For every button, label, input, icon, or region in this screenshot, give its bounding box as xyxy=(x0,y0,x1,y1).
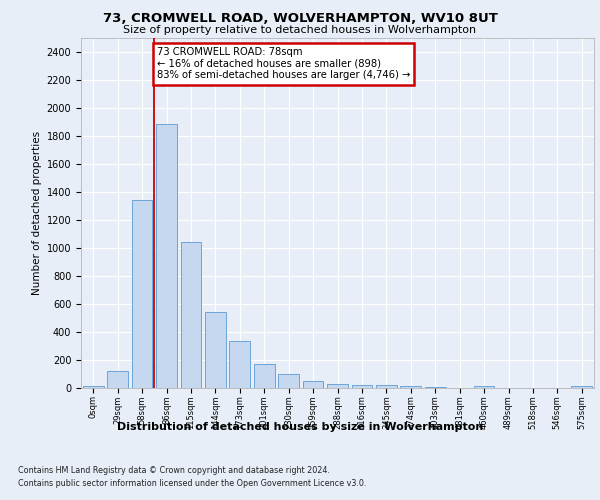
Bar xyxy=(278,374,299,388)
Bar xyxy=(181,242,202,388)
Bar xyxy=(352,384,373,388)
Text: 73 CROMWELL ROAD: 78sqm
← 16% of detached houses are smaller (898)
83% of semi-d: 73 CROMWELL ROAD: 78sqm ← 16% of detache… xyxy=(157,48,410,80)
Bar xyxy=(131,200,152,388)
Text: Size of property relative to detached houses in Wolverhampton: Size of property relative to detached ho… xyxy=(124,25,476,35)
Bar xyxy=(107,370,128,388)
Bar xyxy=(205,312,226,388)
Text: Contains public sector information licensed under the Open Government Licence v3: Contains public sector information licen… xyxy=(18,479,367,488)
Bar xyxy=(83,386,104,388)
Bar xyxy=(254,364,275,388)
Bar xyxy=(400,386,421,388)
Bar xyxy=(156,124,177,388)
Bar xyxy=(473,386,494,388)
Text: Distribution of detached houses by size in Wolverhampton: Distribution of detached houses by size … xyxy=(117,422,483,432)
Bar xyxy=(571,386,592,388)
Bar xyxy=(376,386,397,388)
Y-axis label: Number of detached properties: Number of detached properties xyxy=(32,130,43,294)
Text: 73, CROMWELL ROAD, WOLVERHAMPTON, WV10 8UT: 73, CROMWELL ROAD, WOLVERHAMPTON, WV10 8… xyxy=(103,12,497,26)
Text: Contains HM Land Registry data © Crown copyright and database right 2024.: Contains HM Land Registry data © Crown c… xyxy=(18,466,330,475)
Bar xyxy=(327,384,348,388)
Bar xyxy=(302,380,323,388)
Bar xyxy=(229,340,250,388)
Bar xyxy=(425,387,446,388)
